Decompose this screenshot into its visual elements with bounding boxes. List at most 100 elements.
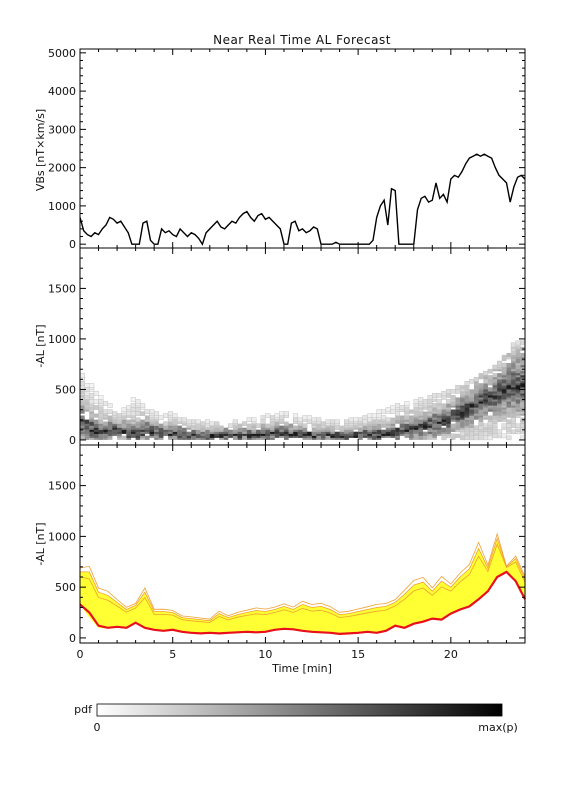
pdf-cell: [107, 409, 113, 414]
x-tick-label: 20: [444, 648, 458, 661]
pdf-cell: [487, 435, 493, 441]
pdf-cell: [506, 423, 512, 429]
pdf-cell: [293, 413, 299, 418]
colorbar: pdf 0 max(p): [74, 703, 518, 734]
pdf-cell: [497, 387, 502, 392]
forecast-band-edges: [79, 532, 526, 623]
pdf-cell: [510, 423, 516, 429]
pdf-cell: [441, 427, 447, 432]
pdf-cell: [241, 421, 248, 427]
pdf-cell: [478, 421, 484, 427]
pdf-cell: [422, 399, 428, 404]
x-tick-label: 5: [169, 648, 176, 661]
pdf-cell: [441, 435, 447, 441]
pdf-cell: [209, 425, 215, 430]
pdf-cell: [306, 419, 312, 425]
pdf-cell: [256, 429, 261, 434]
pdf-cell: [450, 389, 456, 394]
pdf-heatmap: [79, 340, 526, 441]
pdf-cell: [223, 427, 229, 432]
pdf-cell: [144, 415, 150, 420]
pdf-cell: [284, 421, 289, 426]
pdf-cell: [372, 435, 377, 440]
panel-top-ticks: 0 1000 2000 3000 4000 5000: [48, 47, 525, 251]
pdf-cell: [497, 360, 503, 366]
pdf-cell: [102, 401, 109, 406]
pdf-cell: [172, 413, 178, 418]
pdf-cell: [483, 383, 488, 388]
pdf-cell: [478, 373, 484, 378]
pdf-cell: [469, 435, 475, 441]
pdf-cell: [487, 368, 493, 374]
pdf-cell: [358, 433, 363, 438]
pdf-cell: [418, 431, 424, 436]
pdf-cell: [395, 403, 401, 408]
pdf-cell: [293, 431, 298, 436]
pdf-cell: [93, 405, 99, 410]
pdf-cell: [441, 409, 447, 414]
y-tick-label: 1500: [48, 282, 76, 295]
pdf-cell: [214, 427, 220, 432]
pdf-cell: [362, 425, 368, 430]
pdf-cell: [469, 427, 475, 433]
pdf-cell: [497, 407, 502, 412]
pdf-cell: [279, 415, 285, 420]
pdf-cell: [432, 423, 437, 428]
pdf-cell: [79, 372, 85, 378]
pdf-cell: [501, 362, 507, 368]
pdf-cell: [381, 415, 387, 420]
pdf-cell: [93, 419, 99, 424]
pdf-cell: [140, 411, 146, 416]
pdf-cell: [473, 425, 479, 431]
pdf-cell: [487, 375, 493, 380]
pdf-cell: [423, 435, 428, 440]
pdf-cell: [455, 385, 461, 390]
pdf-cell: [98, 407, 104, 412]
pdf-cell: [163, 421, 169, 427]
pdf-cell: [474, 415, 479, 420]
pdf-cell: [515, 359, 521, 364]
pdf-cell: [399, 419, 405, 424]
pdf-cell: [84, 429, 90, 434]
pdf-cell: [316, 417, 322, 423]
pdf-cell: [520, 423, 526, 429]
pdf-cell: [464, 421, 470, 426]
pdf-cell: [200, 421, 206, 427]
pdf-cell: [135, 411, 141, 416]
pdf-cell: [474, 381, 479, 386]
forecast-median-line: [79, 570, 526, 636]
pdf-cell: [98, 429, 104, 434]
pdf-cell: [279, 411, 285, 416]
pdf-cell: [483, 435, 489, 441]
pdf-cell: [228, 433, 233, 438]
pdf-cell: [232, 419, 238, 425]
pdf-cell: [334, 431, 340, 436]
pdf-cell: [436, 393, 442, 398]
pdf-cell: [98, 413, 104, 418]
pdf-cell: [446, 423, 451, 428]
pdf-cell: [385, 407, 391, 412]
pdf-cell: [474, 409, 479, 414]
pdf-cell: [487, 415, 493, 420]
pdf-cell: [311, 431, 317, 436]
band-edge-line: [79, 543, 526, 623]
pdf-cell: [501, 379, 507, 384]
pdf-cell: [84, 383, 90, 388]
pdf-cell: [376, 409, 382, 414]
pdf-cell: [293, 417, 299, 423]
pdf-cell: [102, 409, 109, 414]
pdf-cell: [80, 415, 85, 420]
pdf-cell: [269, 415, 275, 420]
pdf-cell: [506, 413, 512, 418]
pdf-cell: [158, 415, 164, 420]
pdf-cell: [404, 407, 410, 412]
pdf-cell: [204, 419, 211, 425]
pdf-cell: [501, 354, 507, 360]
pdf-cell: [265, 423, 271, 428]
pdf-cell: [492, 415, 498, 420]
pdf-cell: [228, 429, 233, 434]
pdf-cell: [436, 409, 442, 414]
pdf-cell: [450, 409, 456, 414]
y-tick-label: 5000: [48, 47, 76, 60]
y-tick-label: 1000: [48, 530, 76, 543]
